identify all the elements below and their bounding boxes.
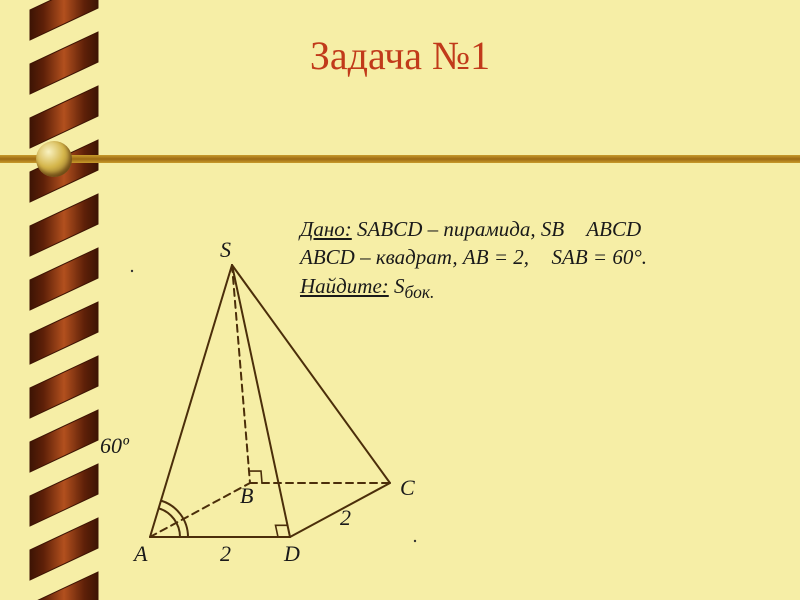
given-label: Дано: [300,217,352,241]
slide: Задача №1 Дано: SABCD – пирамида, SB ABC… [0,0,800,600]
label-B: B [240,483,253,509]
given-line2b: SAB = 60°. [546,245,647,269]
label-S: S [220,237,231,263]
given-line-1: Дано: SABCD – пирамида, SB ABCD [300,215,780,243]
given-line1a: SABCD – пирамида, SB [352,217,570,241]
label-D: D [284,541,300,567]
label-DC: 2 [340,505,351,531]
horizontal-rule [0,155,800,163]
label-AD: 2 [220,541,231,567]
pyramid-svg [110,245,450,575]
slide-title: Задача №1 [0,32,800,79]
label-angle: 60º [100,433,129,459]
label-C: C [400,475,415,501]
label-A: A [134,541,147,567]
pyramid-diagram: S A B C D 2 2 60º [110,245,450,575]
given-line1b: ABCD [581,217,641,241]
spiral-binding [10,0,118,600]
rule-bead [36,141,72,177]
